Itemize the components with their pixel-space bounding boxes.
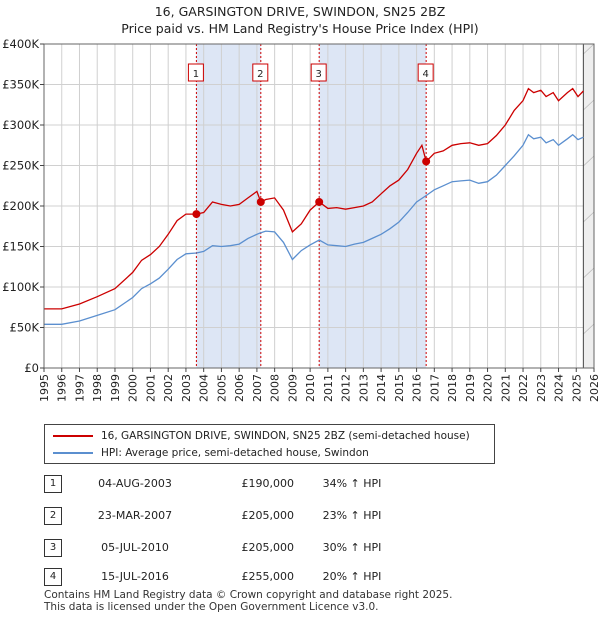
x-tick-label: 2021 [499,374,512,402]
transaction-hpi: 34% ↑ HPI [322,477,382,490]
x-tick-label: 2002 [162,374,175,402]
transaction-number: 2 [44,507,62,525]
x-tick-label: 2025 [570,374,583,402]
transaction-hpi: 30% ↑ HPI [322,541,382,554]
x-tick-label: 2017 [428,374,441,402]
x-tick-label: 2004 [198,374,211,402]
x-tick-label: 1997 [73,374,86,402]
chart-subtitle: Price paid vs. HM Land Registry's House … [121,21,479,36]
sale-point [315,197,324,206]
chart-title: 16, GARSINGTON DRIVE, SWINDON, SN25 2BZ [154,4,446,19]
sale-point [422,157,431,166]
x-tick-label: 2007 [251,374,264,402]
sale-point [192,210,201,219]
x-tick-label: 2011 [322,374,335,402]
transaction-number: 1 [44,475,62,493]
future-hatch [583,211,595,223]
x-tick-label: 2018 [446,374,459,402]
future-hatch [583,155,595,167]
x-tick-label: 2026 [588,374,600,402]
legend-line-hpi [53,452,93,454]
transaction-date: 15-JUL-2016 [101,570,169,583]
x-tick-label: 2003 [180,374,193,402]
x-tick-label: 2024 [553,374,566,402]
transaction-hpi: 20% ↑ HPI [322,570,382,583]
y-tick-label: £300K [2,118,39,132]
x-tick-label: 2014 [375,374,388,402]
transaction-row: 1 04-AUG-2003 £190,000 34% ↑ HPI [44,473,484,495]
transaction-number: 4 [44,568,62,586]
x-tick-label: 2005 [215,374,228,402]
footer-line-2: This data is licensed under the Open Gov… [44,601,379,613]
transaction-date: 05-JUL-2010 [101,541,169,554]
x-tick-label: 2023 [535,374,548,402]
hpi-series-line [44,133,584,325]
future-hatch [583,267,595,279]
x-tick-label: 1996 [56,374,69,402]
x-tick-label: 2016 [411,374,424,402]
x-tick-label: 2019 [464,374,477,402]
y-tick-label: £100K [2,280,39,294]
future-region [583,44,594,368]
legend-line-property [53,435,93,437]
transaction-hpi: 23% ↑ HPI [322,509,382,522]
y-tick-label: £250K [2,159,39,173]
x-tick-label: 1998 [91,374,104,402]
transaction-price: £205,000 [241,541,295,554]
y-tick-label: £400K [2,37,39,51]
x-tick-label: 1995 [38,374,51,402]
transaction-row: 2 23-MAR-2007 £205,000 23% ↑ HPI [44,505,484,527]
y-tick-label: £200K [2,199,39,213]
footer-line-1: Contains HM Land Registry data © Crown c… [44,589,453,601]
legend-item-property: 16, GARSINGTON DRIVE, SWINDON, SN25 2BZ … [53,429,470,443]
transaction-price: £205,000 [241,509,295,522]
sale-marker-label: 4 [422,69,428,80]
sale-marker-box [310,63,327,82]
y-tick-label: £0 [24,361,39,375]
future-hatch [583,323,595,335]
transaction-row: 4 15-JUL-2016 £255,000 20% ↑ HPI [44,566,484,588]
x-tick-label: 1999 [109,374,122,402]
sale-marker-box [417,63,434,82]
sale-marker-label: 2 [257,69,263,80]
x-tick-label: 2006 [233,374,246,402]
legend-label-hpi: HPI: Average price, semi-detached house,… [101,447,369,459]
x-tick-label: 2000 [127,374,140,402]
x-tick-label: 2015 [393,374,406,402]
chart-legend: 16, GARSINGTON DRIVE, SWINDON, SN25 2BZ … [44,424,495,464]
future-hatch [583,43,595,55]
transaction-date: 04-AUG-2003 [98,477,172,490]
future-hatch [583,99,595,111]
legend-label-property: 16, GARSINGTON DRIVE, SWINDON, SN25 2BZ … [101,430,470,442]
price-chart: 1 2 3 4 £0 £50K £100K £150K £200K £250K £300K £350K… [2,37,600,402]
x-tick-label: 2012 [340,374,353,402]
transaction-price: £190,000 [241,477,295,490]
sale-point [256,197,265,206]
x-tick-label: 2009 [286,374,299,402]
legend-item-hpi: HPI: Average price, semi-detached house,… [53,446,369,460]
sale-marker-box [187,63,204,82]
sale-marker-label: 1 [193,69,199,80]
transaction-number: 3 [44,539,62,557]
y-tick-label: £150K [2,240,39,254]
sale-marker-label: 3 [315,69,321,80]
x-tick-label: 2013 [357,374,370,402]
x-tick-label: 2020 [482,374,495,402]
footer-attribution: Contains HM Land Registry data © Crown c… [44,589,452,613]
transaction-price: £255,000 [241,570,295,583]
x-tick-label: 2010 [304,374,317,402]
y-tick-label: £50K [10,321,40,335]
x-tick-label: 2022 [517,374,530,402]
property-series-line [44,87,584,310]
transaction-row: 3 05-JUL-2010 £205,000 30% ↑ HPI [44,537,484,559]
transaction-date: 23-MAR-2007 [97,509,173,522]
x-tick-label: 2008 [269,374,282,402]
x-tick-label: 2001 [144,374,157,402]
sale-marker-box [252,63,269,82]
y-tick-label: £350K [2,78,39,92]
